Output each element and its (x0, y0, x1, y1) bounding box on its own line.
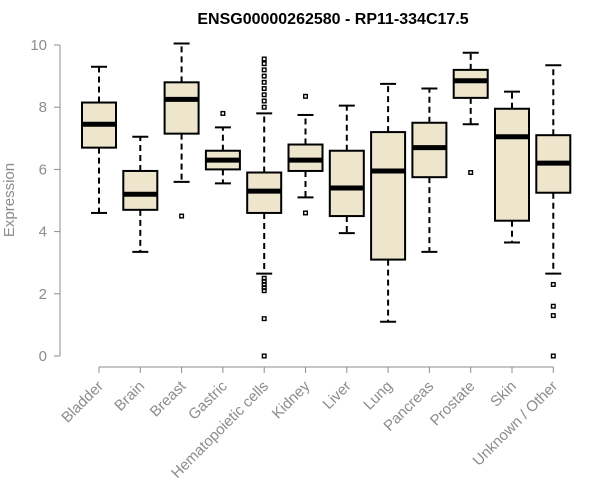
x-tick-label: Breast (147, 377, 190, 420)
y-tick-label: 10 (30, 37, 47, 54)
y-tick-label: 4 (39, 224, 47, 241)
outlier-point (261, 56, 267, 62)
x-tick-label: Prostate (427, 378, 479, 430)
x-tick-label: Brain (111, 378, 148, 415)
box-group (328, 104, 365, 235)
box-group (246, 56, 283, 359)
outlier-point (261, 67, 267, 73)
iqr-box (163, 81, 200, 135)
outlier-point (261, 61, 267, 67)
outlier-point (261, 275, 267, 281)
box-group (370, 82, 407, 323)
x-tick-label: Liver (320, 378, 355, 413)
box-group (411, 87, 448, 253)
y-tick-label: 8 (39, 99, 47, 116)
outlier-point (468, 170, 474, 176)
box-group (494, 90, 530, 244)
outlier-point (550, 353, 556, 359)
outlier-point (261, 73, 267, 79)
x-tick-label: Lung (360, 378, 396, 414)
y-tick-label: 2 (39, 286, 47, 303)
iqr-box (370, 131, 407, 261)
box-group (81, 65, 117, 214)
outlier-point (550, 281, 556, 287)
outlier-point (261, 92, 267, 98)
outlier-point (550, 313, 556, 319)
chart-title: ENSG00000262580 - RP11-334C17.5 (197, 11, 468, 28)
iqr-box (452, 68, 489, 99)
x-tick-label: Bladder (58, 378, 107, 427)
outlier-point (220, 110, 226, 116)
iqr-box (494, 107, 530, 222)
boxes (81, 42, 572, 359)
box-group (287, 93, 324, 216)
outlier-point (550, 303, 556, 309)
iqr-box (328, 149, 365, 218)
y-tick-label: 0 (39, 348, 47, 365)
outlier-point (261, 316, 267, 322)
outlier-point (261, 79, 267, 85)
box-group (535, 64, 572, 359)
outlier-point (261, 353, 267, 359)
outlier-point (261, 86, 267, 92)
box-group (122, 135, 159, 253)
box-group (163, 42, 200, 219)
x-tick-label: Skin (487, 378, 520, 411)
box-group (204, 110, 241, 185)
y-tick-label: 6 (39, 161, 47, 178)
x-tick-label: Kidney (269, 377, 314, 422)
iqr-box (122, 169, 159, 211)
box-group (452, 51, 489, 176)
outlier-point (261, 98, 267, 104)
outlier-point (303, 93, 309, 99)
outlier-point (303, 210, 309, 216)
outlier-point (261, 104, 267, 110)
y-axis-label: Expression (1, 163, 18, 237)
outlier-point (179, 213, 185, 219)
